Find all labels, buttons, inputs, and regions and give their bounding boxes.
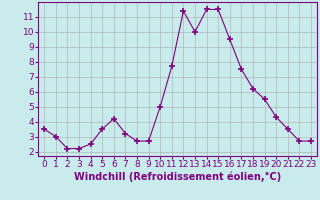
- X-axis label: Windchill (Refroidissement éolien,°C): Windchill (Refroidissement éolien,°C): [74, 172, 281, 182]
